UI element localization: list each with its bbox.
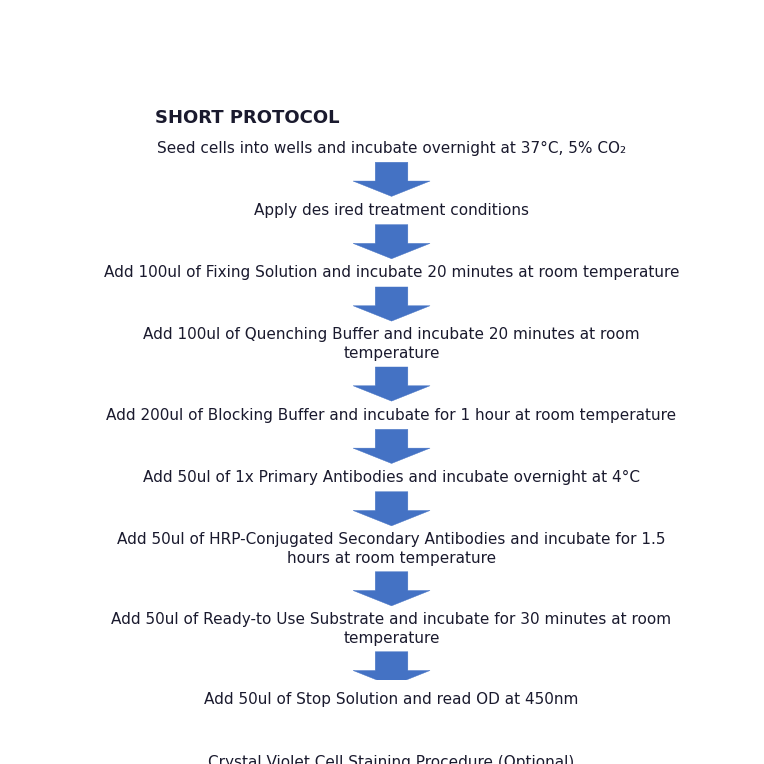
Text: Add 50ul of HRP-Conjugated Secondary Antibodies and incubate for 1.5
hours at ro: Add 50ul of HRP-Conjugated Secondary Ant…	[118, 532, 665, 565]
Text: Seed cells into wells and incubate overnight at 37°C, 5% CO₂: Seed cells into wells and incubate overn…	[157, 141, 626, 156]
Polygon shape	[353, 652, 430, 686]
Polygon shape	[353, 225, 430, 259]
Text: Crystal Violet Cell Staining Procedure (Optional): Crystal Violet Cell Staining Procedure (…	[209, 755, 575, 764]
Text: Add 100ul of Fixing Solution and incubate 20 minutes at room temperature: Add 100ul of Fixing Solution and incubat…	[104, 265, 679, 280]
Text: Add 200ul of Blocking Buffer and incubate for 1 hour at room temperature: Add 200ul of Blocking Buffer and incubat…	[106, 408, 677, 422]
Text: Apply des ired treatment conditions: Apply des ired treatment conditions	[254, 203, 529, 218]
Polygon shape	[353, 287, 430, 321]
Polygon shape	[353, 714, 430, 748]
Polygon shape	[353, 571, 430, 606]
Polygon shape	[353, 492, 430, 526]
Polygon shape	[353, 429, 430, 464]
Polygon shape	[353, 162, 430, 196]
Text: Add 50ul of 1x Primary Antibodies and incubate overnight at 4°C: Add 50ul of 1x Primary Antibodies and in…	[143, 470, 640, 485]
Text: Add 50ul of Stop Solution and read OD at 450nm: Add 50ul of Stop Solution and read OD at…	[204, 692, 579, 707]
Text: SHORT PROTOCOL: SHORT PROTOCOL	[154, 109, 339, 128]
Text: Add 100ul of Quenching Buffer and incubate 20 minutes at room
temperature: Add 100ul of Quenching Buffer and incuba…	[143, 327, 640, 361]
Text: Add 50ul of Ready-to Use Substrate and incubate for 30 minutes at room
temperatu: Add 50ul of Ready-to Use Substrate and i…	[112, 612, 672, 646]
Polygon shape	[353, 367, 430, 401]
